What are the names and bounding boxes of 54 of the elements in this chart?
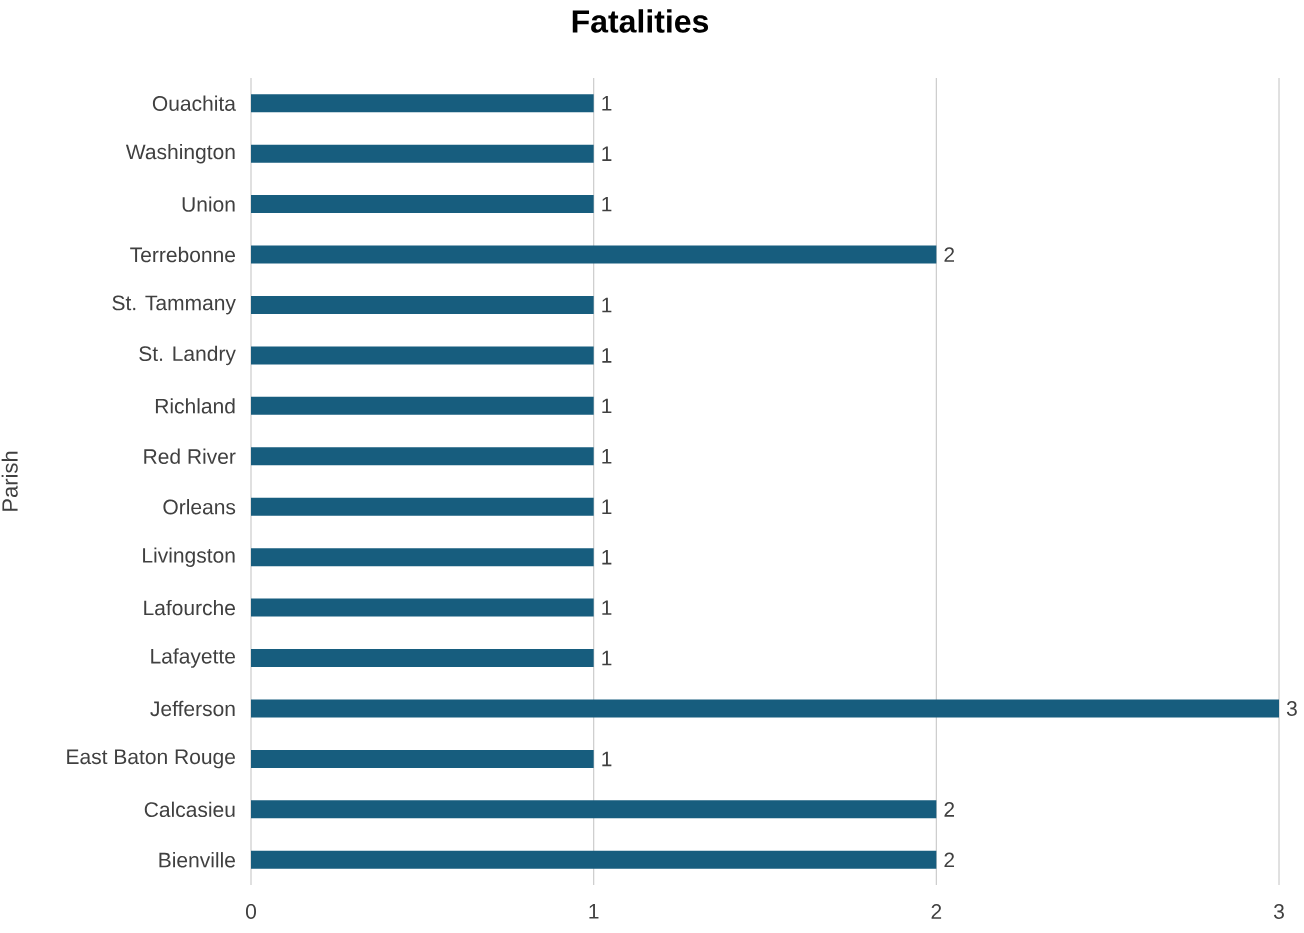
data-label: 1 [602, 196, 612, 212]
y-tick-label: Red River [144, 448, 236, 465]
data-label: 1 [602, 96, 612, 111]
y-tick-label: Lafayette [151, 648, 235, 668]
bar [251, 396, 594, 415]
bar [251, 548, 594, 567]
bar [251, 649, 594, 668]
y-axis-title: Parish [1, 451, 18, 511]
bar [251, 295, 594, 314]
y-tick-label: St. Tammany [112, 295, 236, 315]
bar [251, 195, 594, 214]
y-tick-label: Livingston [143, 547, 235, 567]
data-label: 1 [602, 146, 612, 161]
bar [251, 497, 594, 516]
y-tick-label: Union [182, 196, 235, 212]
y-tick-label: Lafourche [144, 599, 235, 616]
chart-title: Fatalities [572, 9, 709, 33]
data-label: 1 [602, 549, 612, 565]
data-label: 3 [1286, 701, 1297, 716]
bar [251, 94, 594, 113]
data-label: 2 [944, 802, 955, 817]
bar [251, 800, 937, 819]
data-label: 2 [944, 852, 955, 868]
bar [251, 598, 594, 617]
y-tick-label: Bienville [159, 852, 235, 868]
data-label: 2 [944, 247, 955, 262]
bar [251, 144, 594, 163]
y-tick-label: Terrebonne [130, 246, 235, 263]
data-label: 1 [602, 751, 612, 767]
y-tick-label: Ouachita [152, 95, 236, 111]
data-label: 1 [602, 600, 612, 615]
bar [251, 447, 594, 466]
bar [251, 699, 1280, 718]
x-tick-label: 3 [1273, 904, 1284, 919]
x-tick-label: 2 [931, 904, 942, 919]
y-tick-label: Orleans [163, 499, 236, 515]
bar [251, 346, 594, 365]
y-tick-label: Calcasieu [144, 801, 235, 818]
x-tick-label: 0 [245, 904, 257, 919]
y-tick-label: East Baton Rouge [67, 749, 235, 769]
data-label: 1 [602, 499, 612, 514]
data-label: 1 [602, 398, 612, 414]
y-tick-label: Washington [125, 143, 235, 164]
bar [251, 749, 594, 768]
y-tick-label: St. Landry [139, 345, 236, 366]
y-tick-label: Richland [155, 398, 235, 414]
y-tick-label: Jefferson [150, 700, 235, 717]
data-label: 1 [602, 650, 612, 666]
bar [251, 245, 937, 264]
bar [251, 850, 937, 869]
data-label: 1 [602, 449, 612, 464]
data-label: 1 [602, 348, 612, 363]
x-tick-label: 1 [589, 904, 599, 919]
data-label: 1 [602, 297, 612, 313]
